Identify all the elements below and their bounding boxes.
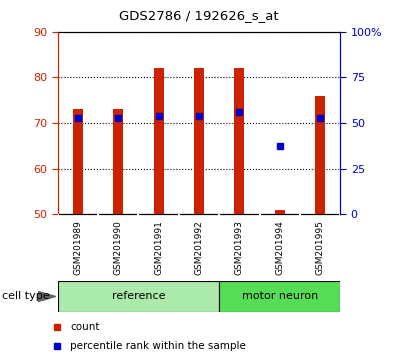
Bar (234, 68, 244, 214)
Text: GSM201990: GSM201990 (114, 220, 123, 275)
Text: motor neuron: motor neuron (242, 291, 318, 302)
Text: cell type: cell type (2, 291, 50, 302)
Text: GSM201993: GSM201993 (235, 220, 244, 275)
Bar (315, 96, 325, 214)
Polygon shape (38, 291, 56, 302)
Text: GSM201989: GSM201989 (73, 220, 82, 275)
Text: GSM201992: GSM201992 (195, 221, 203, 275)
Text: GSM201995: GSM201995 (316, 220, 325, 275)
Text: GSM201991: GSM201991 (154, 220, 163, 275)
Bar (58, 281, 219, 312)
Text: count: count (70, 322, 100, 332)
Bar (73, 109, 83, 214)
Bar (219, 281, 340, 312)
Text: reference: reference (112, 291, 165, 302)
Bar (113, 109, 123, 214)
Text: GSM201994: GSM201994 (275, 221, 284, 275)
Text: percentile rank within the sample: percentile rank within the sample (70, 341, 246, 351)
Bar (275, 210, 285, 214)
Text: GDS2786 / 192626_s_at: GDS2786 / 192626_s_at (119, 9, 279, 22)
Bar (194, 68, 204, 214)
Bar (154, 68, 164, 214)
